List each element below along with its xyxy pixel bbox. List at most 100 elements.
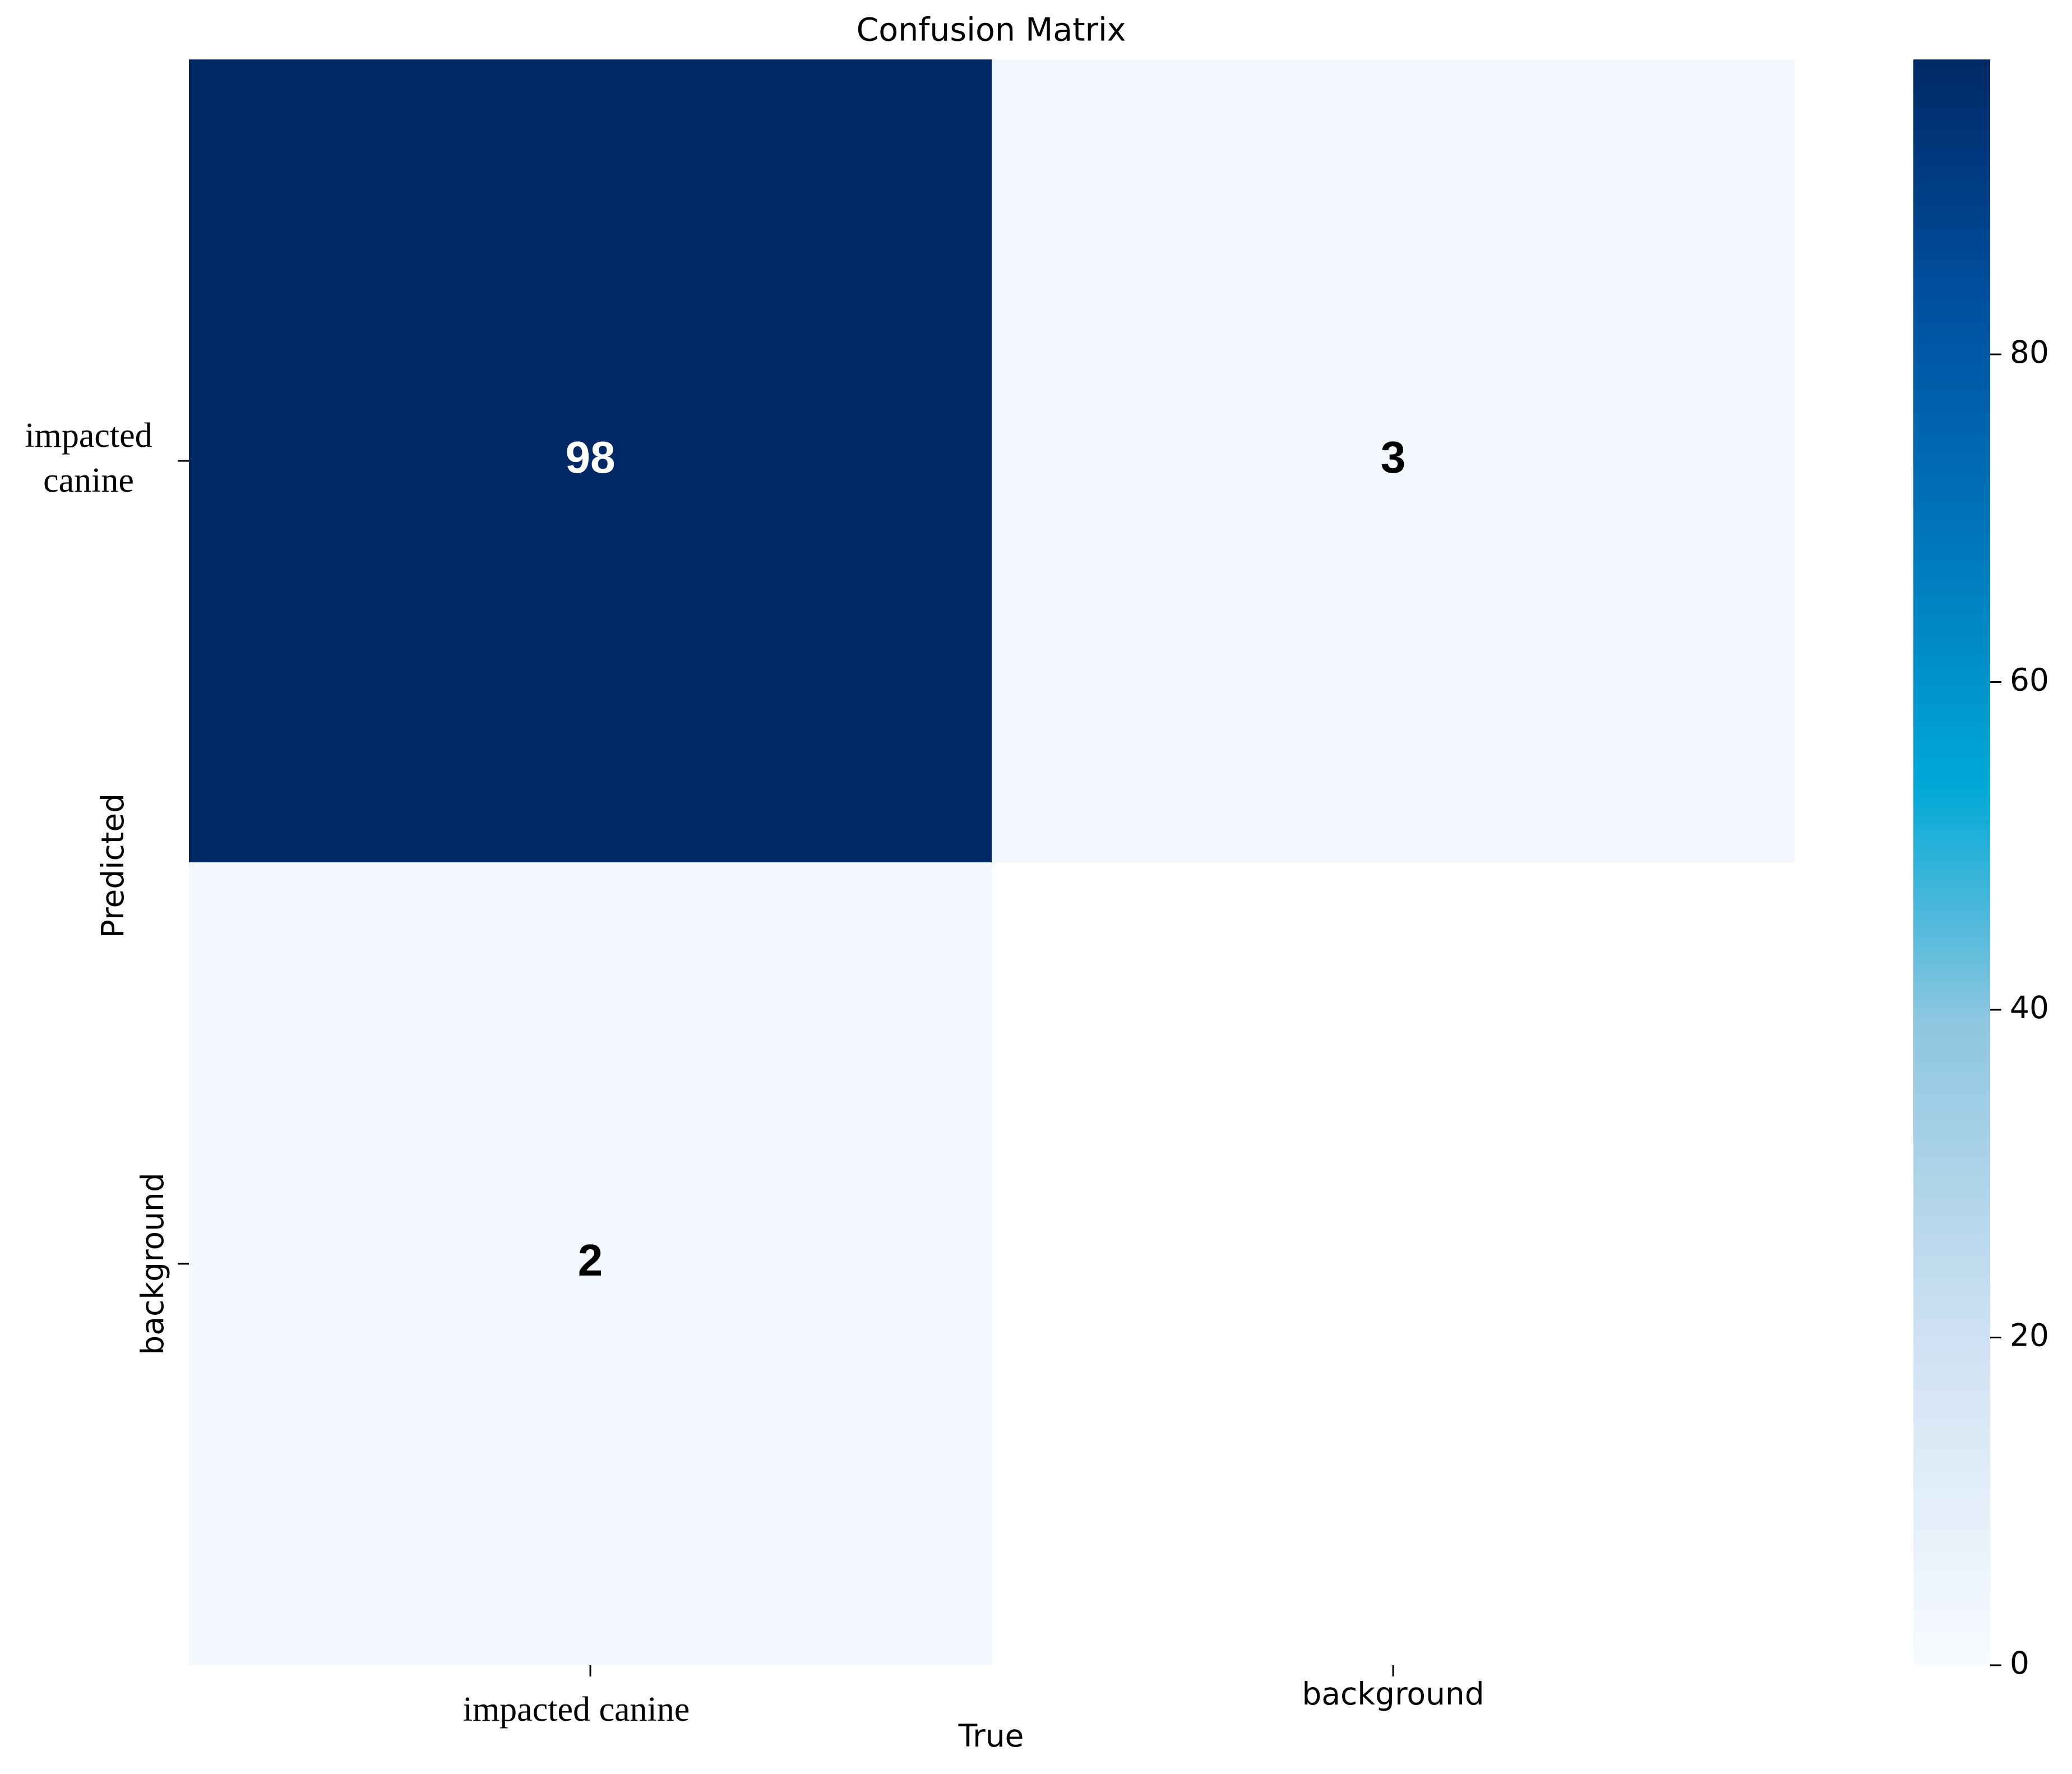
colorbar-segment: [1913, 75, 1990, 84]
colorbar-segment: [1913, 918, 1990, 927]
y-tick-label: background: [135, 1172, 170, 1355]
colorbar-segment: [1913, 645, 1990, 654]
colorbar-segment: [1913, 147, 1990, 156]
colorbar-segment: [1913, 1272, 1990, 1281]
colorbar-segment: [1913, 260, 1990, 269]
colorbar-segment: [1913, 1488, 1990, 1498]
colorbar-segment: [1913, 91, 1990, 100]
colorbar-segment: [1913, 404, 1990, 414]
colorbar-segment: [1913, 774, 1990, 783]
colorbar-segment: [1913, 597, 1990, 606]
colorbar-segment: [1913, 694, 1990, 703]
colorbar-segment: [1913, 621, 1990, 630]
colorbar-segment: [1913, 1521, 1990, 1530]
colorbar-segment: [1913, 332, 1990, 341]
colorbar-segment: [1913, 389, 1990, 398]
colorbar-segment: [1913, 1633, 1990, 1642]
colorbar-segment: [1913, 1344, 1990, 1353]
colorbar-segment: [1913, 1191, 1990, 1200]
colorbar-segment: [1913, 557, 1990, 566]
colorbar-segment: [1913, 1248, 1990, 1256]
colorbar-tick-label: 0: [2010, 1645, 2029, 1681]
colorbar-segment: [1913, 685, 1990, 695]
colorbar-segment: [1913, 1649, 1990, 1658]
colorbar-segment: [1913, 1336, 1990, 1345]
colorbar-segment: [1913, 669, 1990, 678]
colorbar-segment: [1913, 926, 1990, 935]
colorbar-segment: [1913, 372, 1990, 381]
colorbar-segment: [1913, 894, 1990, 903]
colorbar-segment: [1913, 484, 1990, 494]
colorbar-segment: [1913, 364, 1990, 373]
colorbar-segment: [1913, 1095, 1990, 1104]
colorbar-segment: [1913, 300, 1990, 309]
colorbar-segment: [1913, 1352, 1990, 1361]
colorbar-segment: [1913, 1240, 1990, 1249]
colorbar-segment: [1913, 99, 1990, 108]
colorbar-segment: [1913, 718, 1990, 727]
colorbar-segment: [1913, 116, 1990, 124]
colorbar-segment: [1913, 1456, 1990, 1465]
colorbar-tick-label: 60: [2010, 662, 2049, 698]
colorbar-segment: [1913, 1360, 1990, 1369]
colorbar-segment: [1913, 766, 1990, 775]
colorbar-segment: [1913, 67, 1990, 76]
colorbar-segment: [1913, 1424, 1990, 1433]
colorbar-segment: [1913, 292, 1990, 301]
colorbar-segment: [1913, 196, 1990, 205]
colorbar-segment: [1913, 846, 1990, 855]
colorbar-segment: [1913, 348, 1990, 357]
colorbar-segment: [1913, 1545, 1990, 1554]
colorbar-segment: [1913, 1279, 1990, 1288]
colorbar-segment: [1913, 1496, 1990, 1505]
colorbar-segment: [1913, 838, 1990, 847]
colorbar-segment: [1913, 814, 1990, 823]
colorbar-segment: [1913, 1416, 1990, 1425]
colorbar-segment: [1913, 1071, 1990, 1080]
colorbar-segment: [1913, 1296, 1990, 1305]
colorbar-segment: [1913, 1006, 1990, 1016]
colorbar-segment: [1913, 1047, 1990, 1056]
colorbar-segment: [1913, 252, 1990, 261]
colorbar-segment: [1913, 589, 1990, 598]
colorbar-segment: [1913, 1103, 1990, 1112]
colorbar-segment: [1913, 1087, 1990, 1096]
cell-label: 2: [578, 1235, 603, 1285]
colorbar-segment: [1913, 123, 1990, 132]
colorbar-segment: [1913, 974, 1990, 983]
x-tick-label: background: [1302, 1676, 1484, 1712]
colorbar-segment: [1913, 613, 1990, 622]
colorbar-segment: [1913, 1304, 1990, 1313]
colorbar-segment: [1913, 284, 1990, 293]
colorbar-segment: [1913, 172, 1990, 181]
colorbar-segment: [1913, 1440, 1990, 1449]
colorbar-segment: [1913, 244, 1990, 253]
colorbar-segment: [1913, 1392, 1990, 1401]
colorbar-segment: [1913, 1560, 1990, 1570]
colorbar-segment: [1913, 798, 1990, 807]
colorbar-segment: [1913, 83, 1990, 93]
colorbar-segment: [1913, 958, 1990, 968]
colorbar-segment: [1913, 1504, 1990, 1513]
y-tick-label: impacted canine: [25, 417, 152, 500]
colorbar-segment: [1913, 131, 1990, 141]
colorbar-segment: [1913, 1199, 1990, 1208]
colorbar-segment: [1913, 1601, 1990, 1610]
chart-title: Confusion Matrix: [856, 12, 1126, 49]
colorbar-segment: [1913, 653, 1990, 662]
colorbar-segment: [1913, 1368, 1990, 1377]
colorbar-segment: [1913, 573, 1990, 582]
colorbar-segment: [1913, 501, 1990, 510]
colorbar-segment: [1913, 934, 1990, 944]
colorbar-segment: [1913, 308, 1990, 317]
colorbar-segment: [1913, 1183, 1990, 1193]
colorbar-segment: [1913, 59, 1990, 68]
colorbar-segment: [1913, 204, 1990, 213]
colorbar-segment: [1913, 428, 1990, 438]
cell-label: 3: [1381, 432, 1406, 482]
colorbar-segment: [1913, 982, 1990, 992]
colorbar-segment: [1913, 509, 1990, 518]
colorbar-segment: [1913, 1255, 1990, 1264]
cell-label: 98: [566, 432, 616, 482]
colorbar-segment: [1913, 1159, 1990, 1168]
